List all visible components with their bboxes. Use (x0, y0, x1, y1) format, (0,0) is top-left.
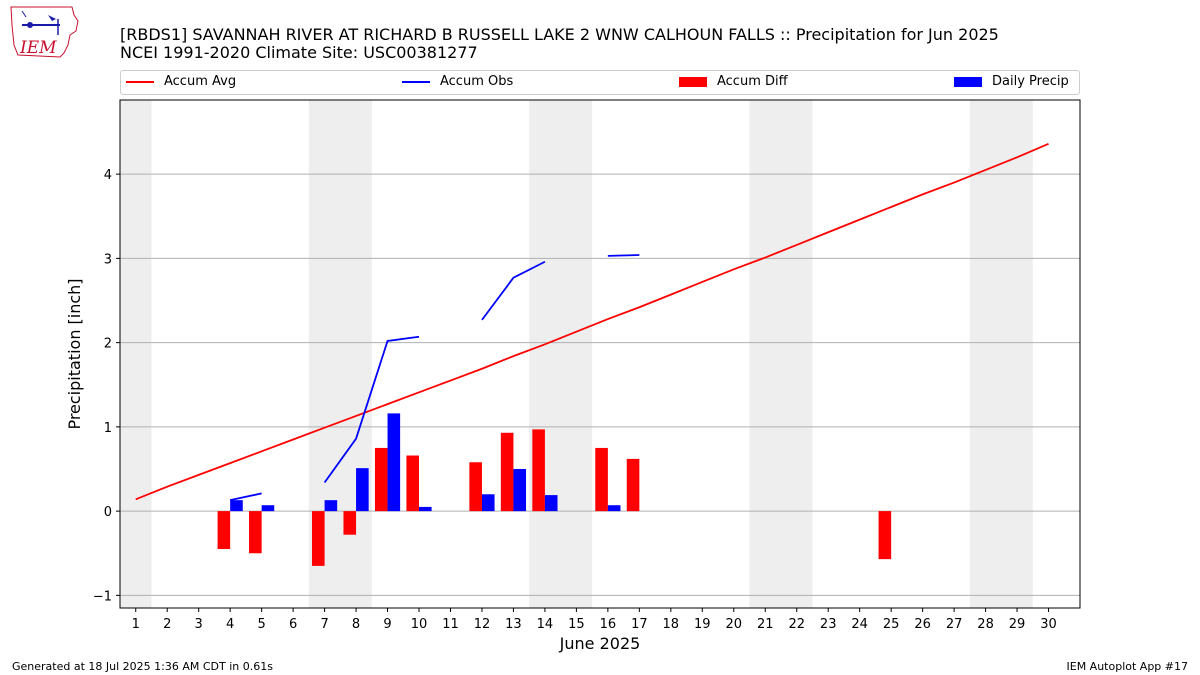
logo-text: IEM (20, 38, 57, 58)
legend-label-accum-diff: Accum Diff (717, 74, 788, 89)
weekend-band-4 (969, 100, 1033, 608)
accum-diff-bar (469, 462, 482, 512)
x-tick-label: 18 (663, 617, 680, 632)
x-tick-label: 3 (195, 617, 203, 632)
y-tick-label: 3 (104, 252, 112, 267)
daily-precip-bar (387, 413, 401, 512)
x-tick-label: 13 (505, 617, 522, 632)
x-tick-label: 9 (383, 617, 391, 632)
accum-diff-bar (878, 511, 892, 560)
daily-precip-bar (230, 500, 243, 512)
x-tick-label: 11 (442, 617, 459, 632)
chart-legend: Accum Avg Accum Obs Accum Diff Daily Pre… (120, 70, 1080, 95)
footer-app: IEM Autoplot App #17 (1066, 660, 1189, 673)
daily-precip-bar (513, 468, 527, 512)
x-tick-label: 6 (289, 617, 297, 632)
y-tick-label: −1 (93, 589, 112, 604)
x-tick-label: 5 (257, 617, 265, 632)
legend-item-accum-diff: Accum Diff (679, 74, 788, 89)
x-tick-label: 4 (226, 617, 234, 632)
y-axis-label: Precipitation [inch] (65, 278, 84, 429)
x-tick-label: 26 (914, 617, 931, 632)
accum-diff-bar (343, 511, 357, 535)
iowa-state-outline-icon (10, 6, 79, 58)
x-tick-label: 1 (132, 617, 140, 632)
x-tick-label: 21 (757, 617, 774, 632)
x-tick-label: 2 (163, 617, 171, 632)
legend-item-daily-precip: Daily Precip (954, 74, 1069, 89)
legend-label-daily-precip: Daily Precip (992, 74, 1069, 89)
legend-swatch-accum-obs (402, 80, 430, 83)
accum-obs-line-segment-3 (607, 254, 640, 257)
chart-title: [RBDS1] SAVANNAH RIVER AT RICHARD B RUSS… (120, 25, 999, 44)
daily-precip-bar (356, 468, 369, 512)
x-tick-label: 7 (320, 617, 328, 632)
x-tick-label: 8 (352, 617, 360, 632)
x-tick-label: 23 (820, 617, 837, 632)
x-tick-label: 17 (631, 617, 648, 632)
y-tick-label: 2 (104, 337, 112, 352)
x-tick-label: 10 (411, 617, 428, 632)
x-tick-label: 24 (851, 617, 868, 632)
daily-precip-bar (481, 494, 495, 512)
legend-item-accum-obs: Accum Obs (402, 74, 513, 89)
x-axis-label: June 2025 (559, 634, 641, 653)
x-tick-label: 29 (1009, 617, 1026, 632)
legend-swatch-accum-avg (126, 80, 154, 83)
x-tick-label: 16 (600, 617, 617, 632)
accum-diff-bar (312, 511, 325, 566)
x-tick-label: 12 (474, 617, 491, 632)
y-tick-label: 4 (104, 168, 112, 183)
legend-label-accum-avg: Accum Avg (164, 74, 237, 89)
y-tick-label: 0 (104, 505, 112, 520)
daily-precip-bar (261, 505, 275, 512)
legend-swatch-daily-precip (954, 76, 982, 87)
x-tick-label: 25 (883, 617, 900, 632)
x-tick-label: 22 (788, 617, 805, 632)
legend-swatch-accum-diff (679, 76, 707, 87)
accum-avg-line (135, 142, 1049, 501)
accum-obs-line-segment-0 (229, 492, 262, 502)
accum-obs-line-segment-2 (481, 260, 546, 321)
accum-diff-bar (249, 511, 262, 554)
accum-diff-bar (374, 447, 388, 512)
x-tick-label: 30 (1040, 617, 1057, 632)
accum-diff-bar (626, 458, 640, 512)
chart-subtitle: NCEI 1991-2020 Climate Site: USC00381277 (120, 43, 478, 62)
footer-generated: Generated at 18 Jul 2025 1:36 AM CDT in … (12, 660, 273, 673)
plot-frame (119, 99, 1081, 609)
x-tick-label: 27 (946, 617, 963, 632)
accum-diff-bar (532, 429, 545, 512)
iem-logo: IEM (8, 5, 80, 59)
x-tick-label: 20 (725, 617, 742, 632)
daily-precip-bar (607, 505, 621, 512)
daily-precip-bar (544, 495, 558, 512)
x-tick-label: 19 (694, 617, 711, 632)
accum-diff-bar (500, 432, 514, 512)
daily-precip-bar (419, 506, 432, 512)
x-tick-label: 15 (568, 617, 585, 632)
y-tick-label: 1 (104, 421, 112, 436)
legend-label-accum-obs: Accum Obs (440, 74, 514, 89)
accum-diff-bar (406, 455, 420, 512)
accum-diff-bar (595, 447, 608, 512)
weekend-band-2 (529, 100, 593, 608)
weekend-band-3 (749, 100, 813, 608)
daily-precip-bar (324, 500, 338, 512)
accum-diff-bar (217, 511, 231, 550)
accum-obs-line-segment-1 (323, 335, 420, 483)
x-tick-label: 28 (977, 617, 994, 632)
legend-item-accum-avg: Accum Avg (126, 74, 236, 89)
weekend-band-0 (120, 100, 152, 608)
x-tick-label: 14 (537, 617, 554, 632)
